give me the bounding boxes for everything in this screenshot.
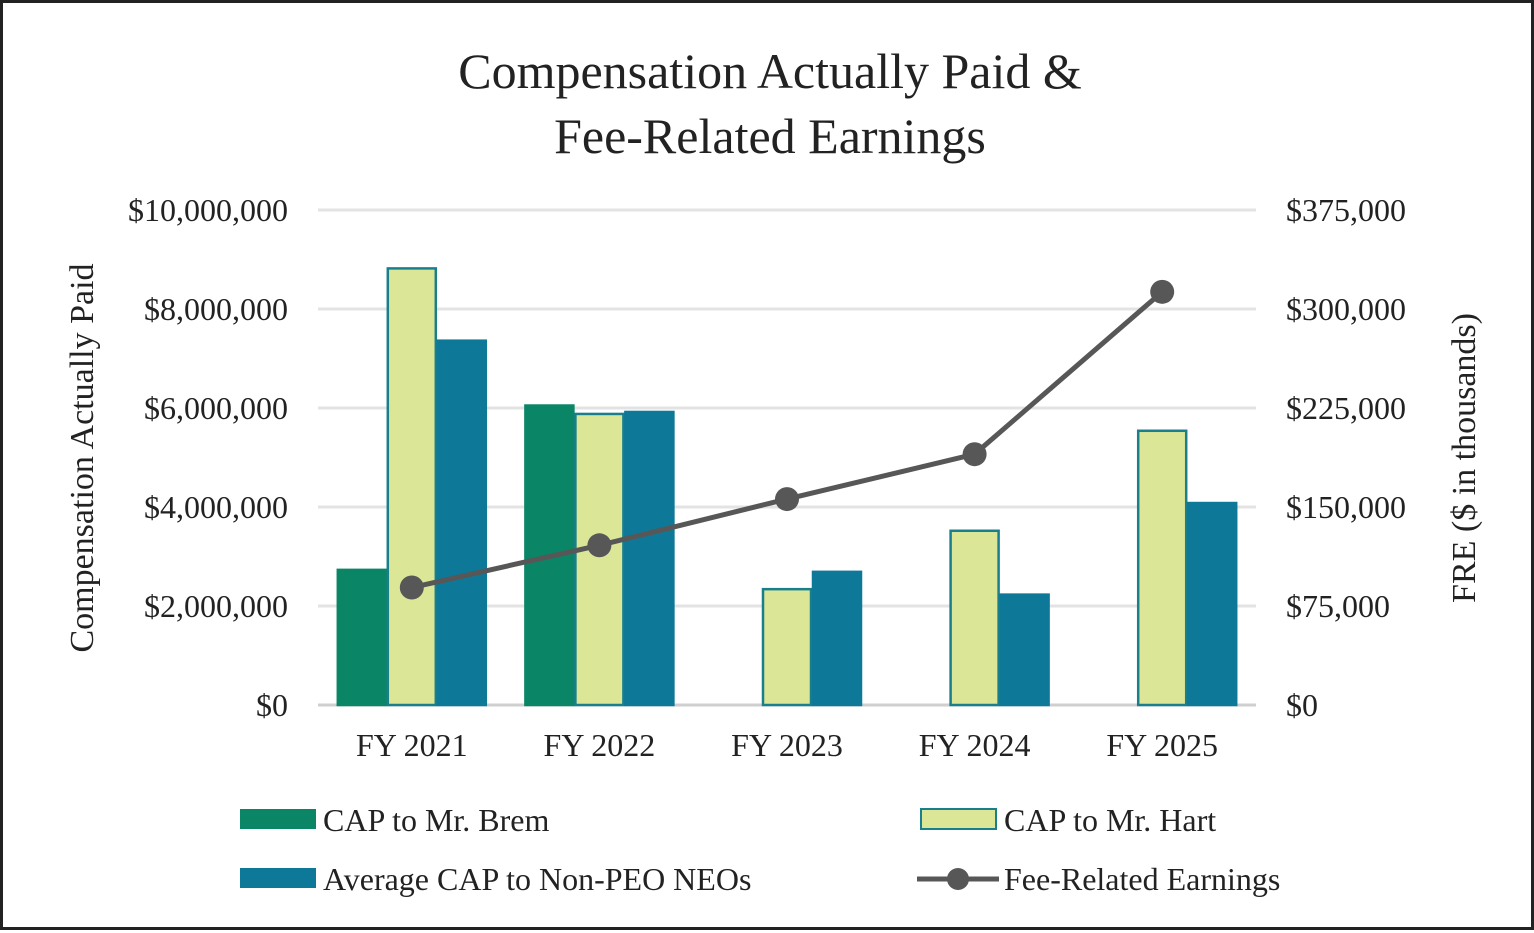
legend-label-neos: Average CAP to Non-PEO NEOs	[323, 861, 751, 897]
right-axis-ticks: $0 $75,000 $150,000 $225,000 $300,000 $375,00…	[1286, 192, 1406, 723]
fre-point	[587, 533, 612, 558]
x-tick-label: FY 2023	[731, 727, 843, 763]
legend-swatch-neos	[240, 868, 316, 888]
bar-brem	[336, 568, 388, 707]
legend: CAP to Mr. Brem CAP to Mr. Hart Average …	[240, 802, 1280, 897]
y-tick-label: $6,000,000	[144, 390, 288, 426]
bar-neos	[624, 410, 675, 707]
fre-point	[1150, 279, 1175, 304]
bar-neos	[1186, 501, 1238, 707]
bar-hart	[761, 587, 813, 707]
fre-point	[399, 575, 424, 600]
y-tick-label: $0	[256, 687, 288, 723]
bar-neos	[436, 339, 488, 707]
legend-label-hart: CAP to Mr. Hart	[1004, 802, 1216, 838]
fre-point	[962, 442, 987, 467]
y-axis-label: Compensation Actually Paid	[64, 263, 101, 652]
y-tick-label: $4,000,000	[144, 489, 288, 525]
chart-title-line-1: Compensation Actually Paid &	[458, 43, 1082, 99]
legend-swatch-brem	[240, 809, 316, 829]
y2-tick-label: $225,000	[1286, 390, 1406, 426]
y2-axis-label: FRE ($ in thousands)	[1446, 313, 1483, 603]
fre-point	[775, 487, 799, 512]
chart-svg: Compensation Actually Paid & Fee-Related…	[64, 43, 1483, 897]
legend-label-brem: CAP to Mr. Brem	[323, 802, 550, 838]
x-tick-label: FY 2025	[1106, 727, 1218, 763]
fre-line	[399, 279, 1175, 600]
y2-tick-label: $150,000	[1286, 489, 1406, 525]
y-tick-label: $8,000,000	[144, 291, 288, 327]
left-axis-ticks: $0 $2,000,000 $4,000,000 $6,000,000 $8,000,0…	[128, 192, 288, 723]
legend-marker-fre	[947, 868, 969, 890]
chart-title-line-2: Fee-Related Earnings	[554, 108, 986, 164]
y-tick-label: $2,000,000	[144, 588, 288, 624]
bar-hart	[1136, 429, 1188, 707]
bars	[336, 267, 1238, 707]
y2-tick-label: $75,000	[1286, 588, 1390, 624]
y2-tick-label: $300,000	[1286, 291, 1406, 327]
y2-tick-label: $0	[1286, 687, 1318, 723]
bar-neos	[999, 593, 1050, 707]
legend-label-fre: Fee-Related Earnings	[1004, 861, 1280, 897]
y-tick-label: $10,000,000	[128, 192, 288, 228]
bar-neos	[811, 570, 863, 707]
x-axis-ticks: FY 2021 FY 2022 FY 2023 FY 2024 FY 2025	[356, 727, 1218, 763]
legend-swatch-hart	[920, 808, 997, 830]
bar-hart	[949, 529, 1000, 707]
x-tick-label: FY 2021	[356, 727, 468, 763]
bar-hart	[574, 412, 625, 707]
y2-tick-label: $375,000	[1286, 192, 1406, 228]
x-tick-label: FY 2022	[544, 727, 656, 763]
bar-hart	[386, 267, 438, 707]
x-tick-label: FY 2024	[919, 727, 1031, 763]
